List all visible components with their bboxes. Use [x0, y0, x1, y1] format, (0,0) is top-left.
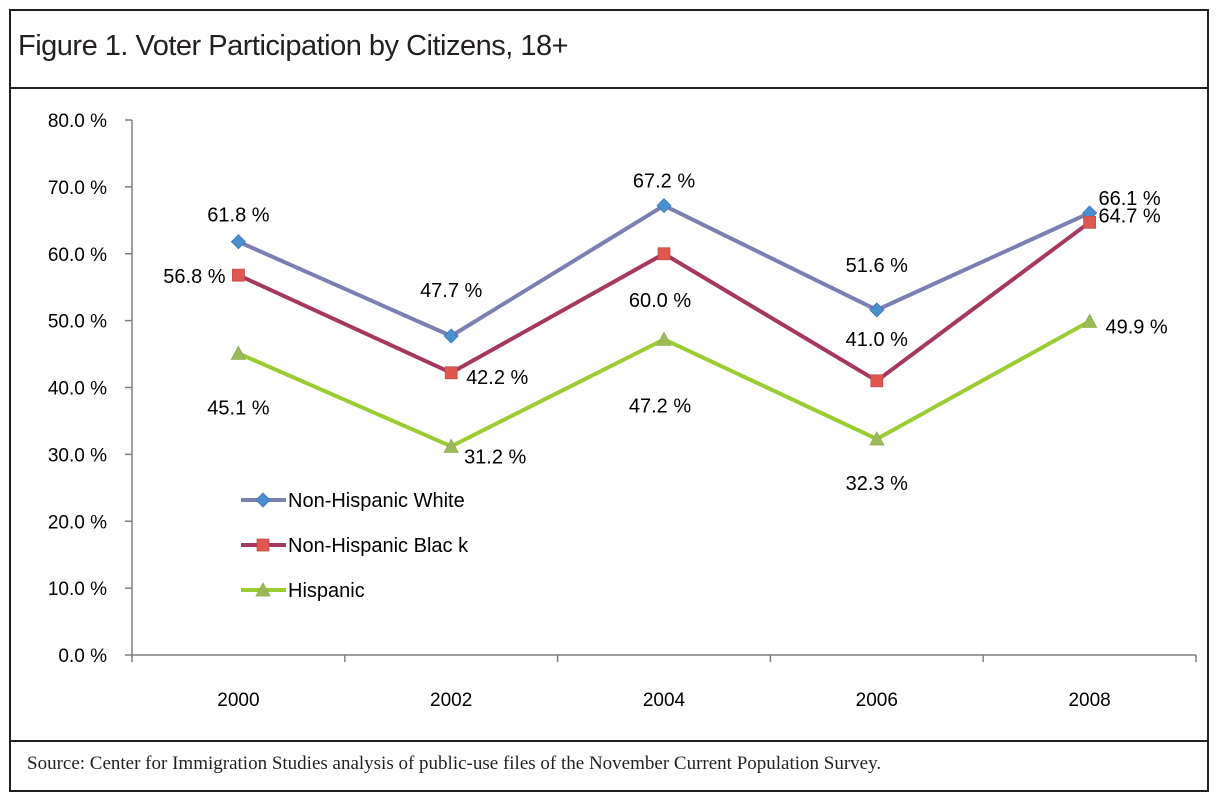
data-point	[656, 331, 672, 346]
data-label: 42.2 %	[466, 367, 528, 389]
data-point	[869, 431, 885, 446]
data-point	[443, 328, 459, 344]
data-label: 66.1 %	[1098, 188, 1160, 210]
legend-label: Non-Hispanic White	[288, 490, 465, 512]
x-tick-label: 2000	[217, 690, 259, 711]
y-tick-label: 0.0 %	[58, 646, 107, 667]
legend-label: Non-Hispanic Blac k	[288, 535, 469, 557]
chart-title: Figure 1. Voter Participation by Citizen…	[18, 30, 569, 62]
legend-marker	[256, 538, 270, 552]
data-point	[869, 302, 885, 318]
legend-label: Hispanic	[288, 580, 365, 602]
legend-marker	[255, 492, 271, 508]
data-point	[230, 345, 247, 360]
y-tick-label: 70.0 %	[48, 178, 107, 199]
data-label: 47.2 %	[629, 395, 691, 417]
data-point	[230, 234, 246, 250]
data-label: 61.8 %	[207, 205, 269, 227]
x-tick-label: 2008	[1068, 690, 1110, 711]
y-tick-label: 20.0 %	[48, 512, 107, 533]
data-label: 32.3 %	[846, 473, 908, 495]
y-tick-label: 60.0 %	[48, 245, 107, 266]
y-tick-label: 50.0 %	[48, 312, 107, 333]
x-tick-label: 2002	[430, 690, 472, 711]
data-label: 31.2 %	[464, 446, 526, 468]
data-label: 64.7 %	[1098, 205, 1160, 227]
title-divider	[11, 87, 1209, 89]
data-label: 56.8 %	[163, 266, 225, 288]
data-label: 51.6 %	[846, 255, 908, 277]
source-note: Source: Center for Immigration Studies a…	[27, 753, 882, 774]
source-divider	[11, 740, 1209, 742]
data-label: 45.1 %	[207, 397, 269, 419]
data-point	[1081, 313, 1098, 328]
data-point	[657, 247, 671, 261]
y-tick-label: 10.0 %	[48, 579, 107, 600]
data-point	[444, 366, 458, 380]
data-point	[231, 268, 245, 282]
y-tick-label: 80.0 %	[48, 111, 107, 132]
legend-marker	[255, 582, 271, 597]
data-label: 67.2 %	[633, 171, 695, 193]
data-label: 49.9 %	[1105, 316, 1167, 338]
y-tick-label: 30.0 %	[48, 445, 107, 466]
x-tick-label: 2006	[856, 690, 898, 711]
y-tick-label: 40.0 %	[48, 379, 107, 400]
figure-frame	[9, 9, 1209, 792]
data-label: 60.0 %	[629, 290, 691, 312]
data-label: 41.0 %	[846, 329, 908, 351]
data-label: 47.7 %	[420, 280, 482, 302]
data-point	[1083, 215, 1096, 229]
data-point	[443, 438, 459, 453]
data-point	[870, 374, 884, 388]
data-point	[656, 198, 672, 214]
x-tick-label: 2004	[643, 690, 686, 711]
